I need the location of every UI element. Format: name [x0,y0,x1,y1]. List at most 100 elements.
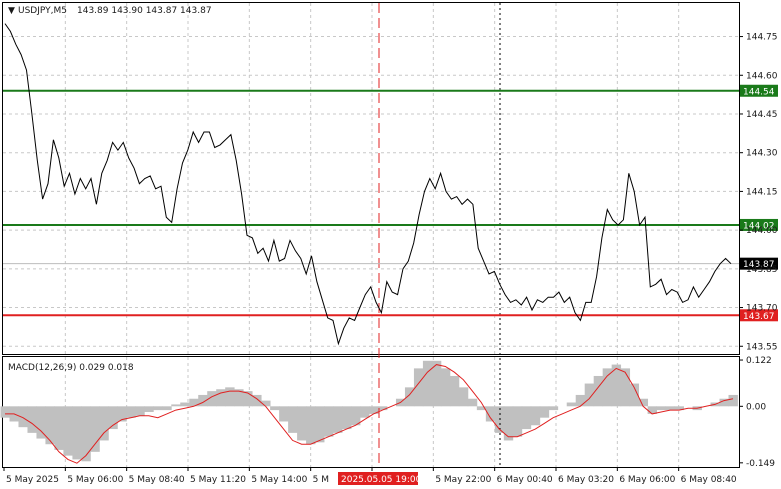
macd-bar [458,387,469,407]
macd-bar [144,406,154,412]
macd-bar [602,368,613,407]
price-tick-label: 143.70 [746,304,778,314]
macd-bar [584,383,595,407]
macd-bar [306,406,316,445]
time-tick-label: 6 May 03:20 [558,475,614,485]
macd-bar [180,402,190,407]
time-tick-label: 5 May 14:00 [251,475,307,485]
macd-bar [351,406,361,426]
level-label: 144.02 [743,221,775,231]
current-price-box: 143.87 [740,257,778,270]
macd-bar [530,406,541,426]
macd-bar [90,406,100,452]
time-tick-label: 6 May 06:00 [619,475,675,485]
macd-bar [36,406,46,439]
macd-bar [422,360,433,407]
macd-bar [63,406,73,456]
price-line [4,23,732,346]
macd-label: MACD(12,26,9) 0.029 0.018 [8,363,134,373]
macd-histogram [0,360,738,462]
macd-bar [620,368,631,407]
macd-bar [288,406,298,433]
macd-bar [108,406,118,430]
time-tick-label: 5 May 06:00 [67,475,123,485]
macd-bar [333,406,343,433]
macd-bar [27,406,37,433]
macd-bar [45,406,55,445]
macd-bar [431,360,442,407]
level-label-bg [740,257,778,270]
price-tick-label: 144.60 [746,71,778,81]
macd-bar [647,406,658,414]
macd-bar [171,404,181,407]
macd-bar [234,389,244,407]
crosshair-time-label: 2025.05.05 19:00 [341,475,422,485]
macd-bar [360,406,370,418]
ohlc-values: 143.89 143.90 143.87 143.87 [77,6,212,16]
macd-bar [243,391,253,407]
macd-bar [467,398,478,407]
macd-bar [593,375,604,407]
price-tick-label: 144.45 [746,110,778,120]
macd-bar [126,406,136,418]
macd-bar [117,406,127,422]
macd-bar [611,364,622,407]
macd-bar [81,406,91,462]
time-tick-label: 5 May 11:20 [190,475,246,485]
price-tick-label: 143.85 [746,265,778,275]
macd-bar [54,406,64,450]
macd-bar [261,400,271,407]
macd-bar [324,406,334,437]
macd-bar [225,387,235,407]
level-label: 143.87 [743,260,775,270]
macd-bar [189,398,199,407]
macd-bar [629,383,640,407]
level-label: 143.67 [743,312,775,322]
crosshair-time-box [338,472,418,485]
collapse-triangle-icon[interactable]: ▼ [8,6,15,16]
macd-bar [369,406,379,414]
macd-bar [270,406,280,411]
macd-bar [377,406,388,411]
macd-bar [440,368,451,407]
level-price-box: 144.54 [740,84,778,97]
time-tick-label: 5 M [313,475,329,485]
level-price-box: 144.02 [740,218,778,231]
macd-bar [404,387,415,407]
macd-bar [153,406,163,411]
price-tick-label: 144.75 [746,33,778,43]
macd-bar [342,406,352,430]
level-label-bg [740,218,778,231]
macd-tick-label: 0.122 [746,356,772,366]
macd-bar [0,406,10,418]
macd-bar [18,406,28,428]
level-label-bg [740,309,778,322]
macd-bar [315,406,325,443]
price-tick-label: 144.15 [746,187,778,197]
macd-bar [674,406,684,411]
time-tick-label: 5 May 2025 [6,475,59,485]
time-tick-label: 6 May 08:40 [681,475,737,485]
macd-bar [99,406,109,441]
price-tick-label: 144.30 [746,149,778,159]
macd-bar [198,394,208,407]
price-tick-label: 144.00 [746,226,778,236]
macd-bar [521,406,532,430]
price-panel-frame [2,2,740,355]
series [4,23,734,464]
macd-bar [449,375,460,407]
level-label-bg [740,84,778,97]
macd-bar [413,368,424,407]
time-tick-label: 6 May 00:40 [497,475,553,485]
macd-bar [539,406,550,418]
macd-bar [476,406,487,411]
macd-bar [72,406,82,460]
macd-bar [575,394,586,407]
macd-bar [135,406,145,416]
macd-bar [216,389,226,407]
macd-bar [656,406,666,411]
macd-bar [207,391,217,407]
symbol-timeframe: USDJPY,M5 [18,6,67,16]
